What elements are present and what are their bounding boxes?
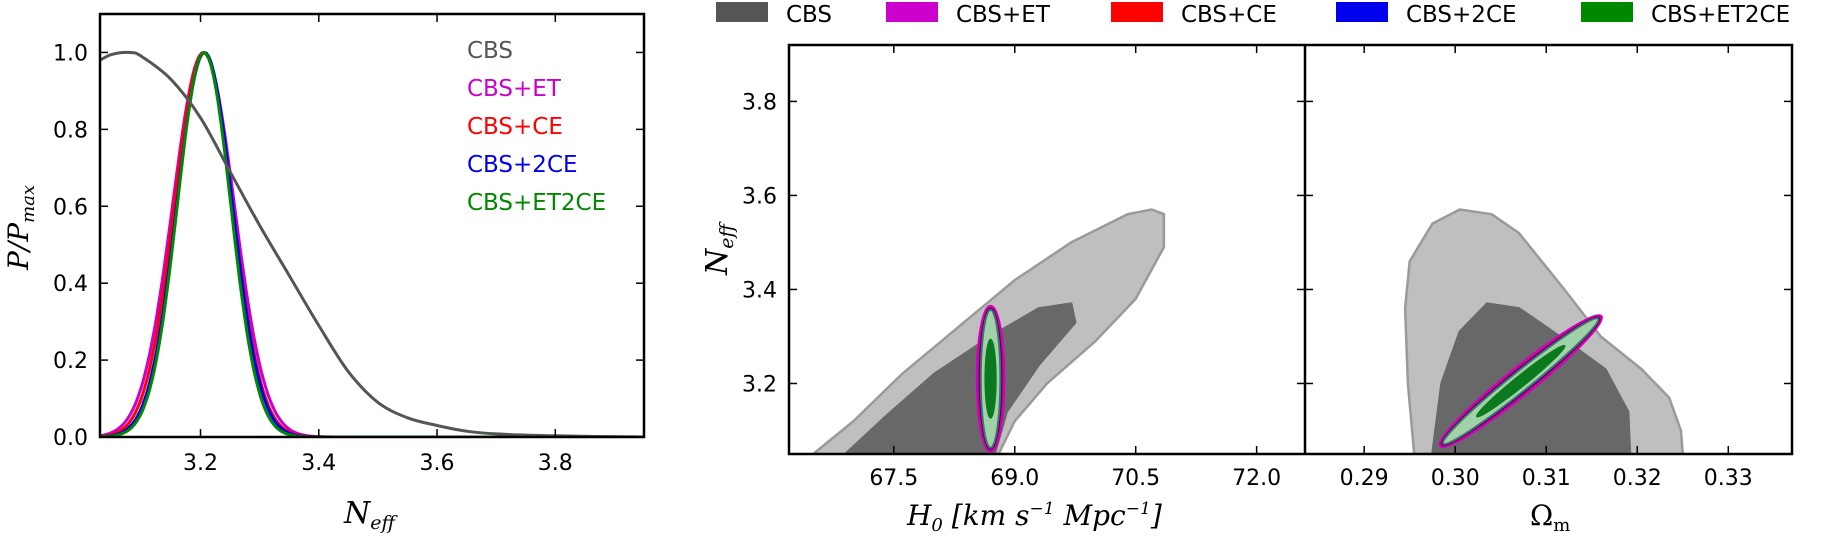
middle-ytick-label: 3.6	[742, 184, 777, 209]
left-ytick-label: 0.8	[53, 118, 88, 143]
left-ytick-label: 1.0	[53, 41, 88, 66]
legend-swatch-cbs-et	[886, 2, 938, 22]
left-legend-cbs-2ce: CBS+2CE	[467, 152, 578, 178]
curve-cbs-et2ce	[100, 50, 644, 437]
left-xtick-label: 3.4	[301, 451, 336, 476]
curve-cbs-ce	[100, 50, 644, 437]
legend-label-cbs-2ce: CBS+2CE	[1406, 2, 1517, 28]
right-ticks: 0.29 0.30 0.31 0.32 0.33	[1305, 45, 1792, 491]
right-panel: 0.29 0.30 0.31 0.32 0.33 Ωm	[1305, 45, 1792, 536]
middle-xlabel: H0 [km s−1 Mpc−1]	[906, 499, 1162, 536]
legend-label-cbs-ce: CBS+CE	[1181, 2, 1277, 28]
left-xtick-label: 3.2	[183, 451, 218, 476]
left-ytick-label: 0.2	[53, 349, 88, 374]
middle-xtick-label: 69.0	[990, 466, 1039, 491]
legend-swatch-cbs	[716, 2, 768, 22]
left-ytick-label: 0.4	[53, 272, 88, 297]
right-xlabel: Ωm	[1530, 499, 1570, 536]
left-legend-cbs-ce: CBS+CE	[467, 114, 563, 140]
middle-ytick-label: 3.8	[742, 90, 777, 115]
right-cbs-et2ce-68-contour	[1476, 344, 1566, 418]
left-ytick-label: 0.6	[53, 195, 88, 220]
left-panel: 3.2 3.4 3.6 3.8 0.0 0.2 0.4 0.6 0.8 1.0 CBS CBS+E…	[2, 12, 646, 534]
legend-label-cbs-et: CBS+ET	[956, 2, 1051, 28]
left-legend-cbs-et: CBS+ET	[467, 76, 562, 102]
right-xtick-label: 0.31	[1522, 466, 1571, 491]
legend-label-cbs-et2ce: CBS+ET2CE	[1651, 2, 1790, 28]
left-ylabel: P/Pmax	[2, 185, 39, 271]
contour-frame	[787, 43, 1794, 456]
curve-cbs-et	[100, 50, 644, 437]
left-legend-cbs-et2ce: CBS+ET2CE	[467, 190, 606, 216]
left-xlabel: Neff	[343, 496, 398, 534]
legend-label-cbs: CBS	[786, 2, 832, 28]
middle-xtick-label: 67.5	[869, 466, 918, 491]
middle-cbs-et2ce-68-contour	[984, 338, 997, 419]
left-curves	[100, 50, 644, 437]
left-xtick-label: 3.8	[538, 451, 573, 476]
right-cbs-et-95-contour	[1438, 314, 1603, 449]
right-xtick-label: 0.29	[1340, 466, 1389, 491]
legend-swatch-cbs-ce	[1111, 2, 1163, 22]
left-ticks: 3.2 3.4 3.6 3.8 0.0 0.2 0.4 0.6 0.8 1.0	[53, 14, 644, 476]
middle-xtick-label: 72.0	[1232, 466, 1281, 491]
right-contours	[1403, 208, 1685, 454]
right-xtick-label: 0.32	[1613, 466, 1662, 491]
curve-cbs-2ce	[100, 50, 644, 437]
right-xtick-label: 0.30	[1431, 466, 1480, 491]
middle-contours	[812, 208, 1166, 454]
middle-ytick-label: 3.2	[742, 372, 777, 397]
middle-cbs-68-contour	[844, 302, 1077, 454]
middle-panel: 67.5 69.0 70.5 72.0 3.2 3.4 3.6 3.8 Neff H0 [km…	[700, 45, 1305, 536]
middle-cbs-et-95-contour	[975, 304, 1006, 453]
legend-swatch-cbs-2ce	[1336, 2, 1388, 22]
left-legend: CBS CBS+ET CBS+CE CBS+2CE CBS+ET2CE	[467, 38, 606, 216]
left-legend-cbs: CBS	[467, 38, 513, 64]
middle-ticks: 67.5 69.0 70.5 72.0 3.2 3.4 3.6 3.8	[742, 45, 1305, 491]
middle-ylabel: Neff	[700, 221, 738, 276]
left-ytick-label: 0.0	[53, 426, 88, 451]
left-xtick-label: 3.6	[420, 451, 455, 476]
left-plot-frame	[98, 12, 646, 439]
legend-swatch-cbs-et2ce	[1581, 2, 1633, 22]
middle-ytick-label: 3.4	[742, 278, 777, 303]
middle-xtick-label: 70.5	[1111, 466, 1160, 491]
right-xtick-label: 0.33	[1704, 466, 1753, 491]
top-legend: CBS CBS+ET CBS+CE CBS+2CE CBS+ET2CE	[716, 2, 1790, 28]
curve-cbs	[100, 50, 644, 437]
